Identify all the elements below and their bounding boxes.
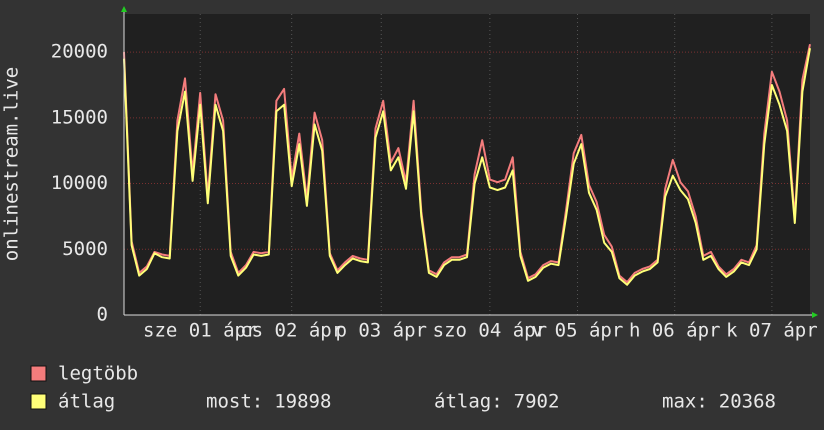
y-tick-label: 20000 [51, 41, 108, 63]
x-tick-label: sze 01 ápr [143, 320, 257, 342]
axis-arrow [121, 6, 127, 12]
y-axis-label: onlinestream.live [1, 67, 23, 261]
x-tick-label: p 03 ápr [335, 320, 427, 342]
stat-value: 7902 [514, 391, 560, 413]
stat-label: most: [206, 391, 263, 413]
legend-label: legtöbb [58, 363, 138, 385]
x-tick-label: v 05 ápr [532, 320, 624, 342]
stat-label: átlag: [434, 391, 503, 413]
series-line [123, 48, 811, 286]
x-tick-label: k 07 ápr [726, 320, 818, 342]
legend-swatch [30, 365, 47, 382]
stat-value: 20368 [719, 391, 776, 413]
stat-value: 19898 [274, 391, 331, 413]
x-tick-label: h 06 ápr [629, 320, 721, 342]
y-tick-label: 10000 [51, 172, 108, 194]
stat-label: max: [662, 391, 708, 413]
x-tick-label: szo 04 ápr [433, 320, 547, 342]
y-tick-label: 0 [97, 304, 108, 326]
y-tick-label: 5000 [62, 238, 108, 260]
y-tick-label: 15000 [51, 106, 108, 128]
axis-arrow [812, 312, 818, 318]
x-tick-label: cs 02 ápr [240, 320, 343, 342]
plot-area [124, 14, 810, 315]
legend-label: átlag [58, 391, 115, 413]
legend-swatch [30, 393, 47, 410]
